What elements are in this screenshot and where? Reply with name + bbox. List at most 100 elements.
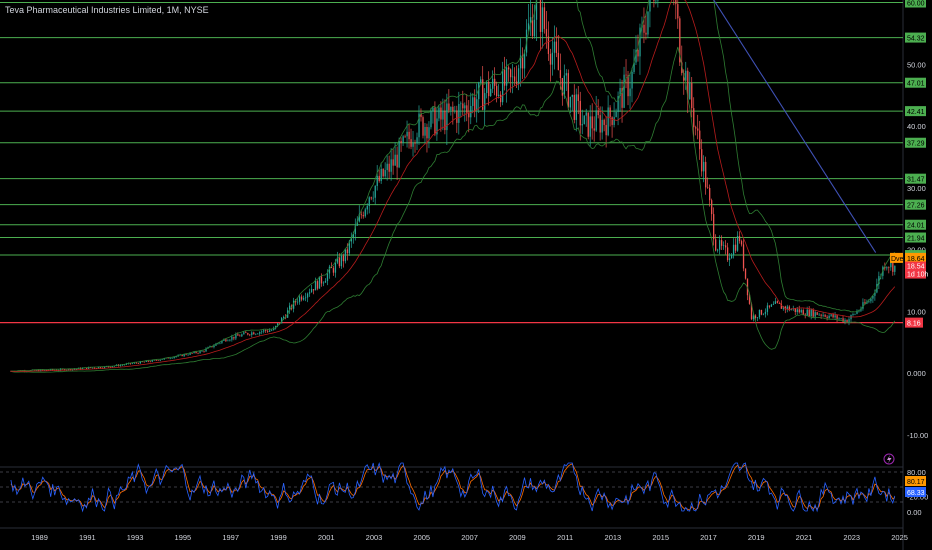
candle-body [245, 332, 247, 334]
candle-body [430, 111, 432, 128]
osc-k-value: 80.17 [907, 479, 925, 486]
candle-body [868, 301, 870, 302]
y-tick-label: 50.00 [907, 60, 926, 69]
candle-body [717, 249, 719, 251]
current-price-label: 18.64 [907, 256, 925, 263]
level-label: 47.01 [907, 81, 925, 88]
candle-body [424, 126, 426, 136]
candles [10, 0, 896, 373]
y-tick-label: 10.00 [907, 307, 926, 316]
candle-body [856, 311, 858, 314]
candle-body [153, 360, 155, 361]
candle-body [744, 268, 747, 279]
candle-body [271, 330, 273, 331]
candle-body [816, 312, 818, 315]
candle-body [348, 241, 351, 254]
candle-body [350, 236, 353, 242]
candle-body [732, 244, 735, 256]
level-label-bg [905, 77, 926, 88]
chart-title: Teva Pharmaceutical Industries Limited, … [5, 5, 209, 15]
candle-body [109, 366, 112, 368]
candle-body [488, 81, 490, 97]
candle-body [776, 301, 779, 303]
candle-body [330, 266, 333, 269]
candle-body [760, 309, 763, 315]
candle-body [647, 11, 649, 35]
candle-body [103, 366, 106, 368]
candle-body [265, 330, 267, 331]
candle-body [756, 317, 759, 319]
candle-body [728, 258, 731, 261]
level-label: 42.41 [907, 109, 925, 116]
candle-body [826, 316, 828, 319]
x-tick-label: 2015 [652, 533, 669, 542]
candle-body [482, 79, 484, 110]
candle-body [450, 106, 452, 111]
candle-body [613, 117, 615, 125]
candle-body [470, 105, 472, 118]
candle-body [786, 306, 788, 310]
bollinger-lower [10, 46, 896, 373]
candle-body [454, 110, 456, 112]
candle-body [720, 240, 723, 246]
candle-body [370, 197, 372, 199]
candle-body [382, 168, 384, 177]
candle-body [601, 119, 603, 133]
candle-body [726, 247, 729, 261]
candle-body [360, 214, 362, 216]
x-tick-label: 1991 [79, 533, 96, 542]
candle-body [778, 302, 781, 304]
candle-body [197, 352, 199, 354]
candle-body [261, 331, 263, 333]
candle-body [44, 369, 46, 371]
candle-body [460, 103, 462, 105]
candle-body [810, 309, 812, 317]
candle-body [288, 305, 291, 311]
candle-body [91, 367, 94, 369]
candle-body [500, 94, 502, 103]
candle-body [685, 70, 687, 81]
candle-body [529, 17, 532, 24]
candle-body [257, 333, 259, 335]
x-tick-label: 2017 [700, 533, 717, 542]
candle-body [872, 295, 874, 299]
candle-body [462, 103, 464, 109]
candle-body [438, 107, 440, 119]
candle-body [645, 32, 647, 35]
candle-body [581, 124, 583, 126]
candle-body [402, 136, 404, 144]
candle-body [894, 265, 896, 272]
candle-body [161, 359, 163, 361]
candle-body [372, 197, 374, 199]
candle-body [758, 309, 761, 318]
candle-body [273, 328, 275, 331]
candle-body [713, 214, 715, 240]
candle-body [549, 53, 552, 65]
candle-body [392, 159, 394, 166]
candle-body [750, 303, 753, 320]
candle-body [133, 362, 136, 364]
candle-body [796, 309, 798, 313]
candle-body [820, 314, 822, 316]
y-tick-label: 30.00 [907, 184, 926, 193]
lightning-icon [887, 455, 892, 464]
candle-body [804, 314, 806, 316]
candle-body [818, 314, 820, 316]
candle-body [838, 318, 840, 320]
candle-body [189, 353, 191, 355]
candle-body [569, 96, 571, 108]
candle-body [322, 282, 325, 284]
candle-body [788, 306, 790, 311]
candle-body [384, 170, 386, 177]
candle-body [376, 175, 378, 186]
x-tick-label: 1993 [127, 533, 144, 542]
candle-body [215, 343, 217, 346]
candle-body [416, 137, 418, 144]
candle-body [476, 99, 478, 111]
candle-body [675, 0, 677, 5]
candle-body [302, 298, 305, 300]
candle-body [243, 332, 245, 335]
candle-body [237, 334, 239, 336]
candle-body [822, 314, 824, 316]
